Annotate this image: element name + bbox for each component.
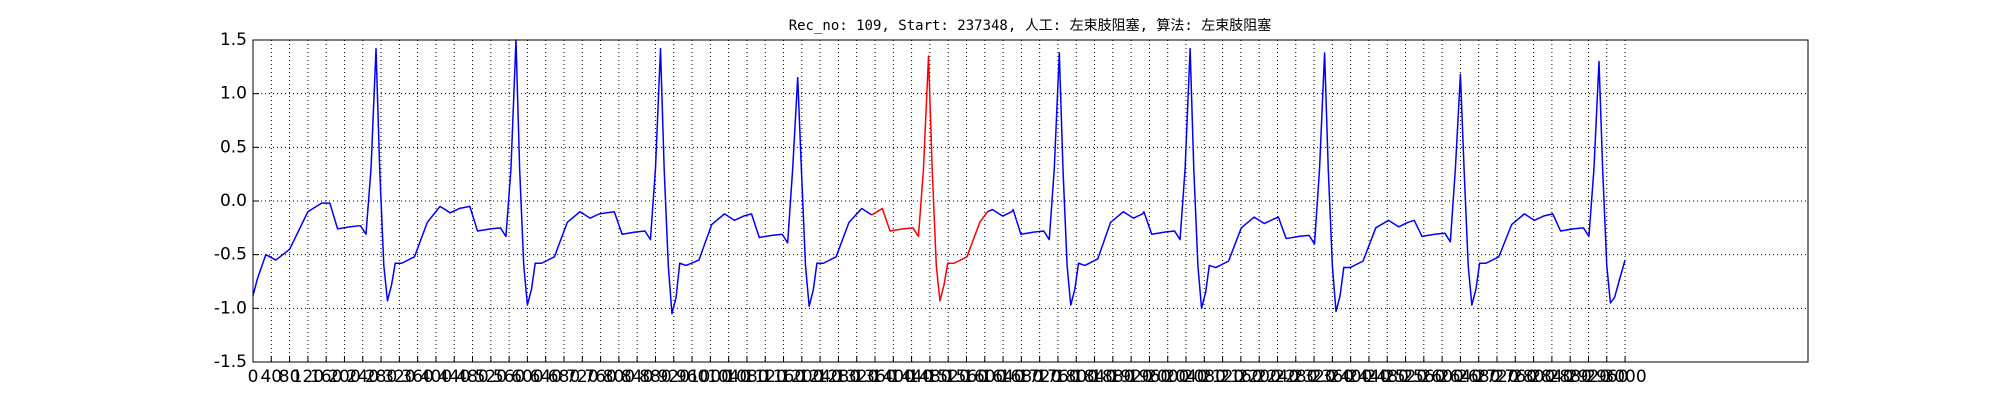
ecg-line [871, 55, 989, 302]
x-tick-label: 800 [603, 367, 635, 387]
x-tick-label: 1040 [707, 367, 750, 387]
x-tick-label: 840 [621, 367, 653, 387]
plot-frame [252, 39, 1809, 363]
x-tick-label: 1720 [1018, 367, 1061, 387]
x-tick-label: 2800 [1512, 367, 1555, 387]
x-tick-label: 2000 [1146, 367, 1189, 387]
x-tick-label: 1920 [1109, 367, 1152, 387]
x-tick-label: 2720 [1475, 367, 1518, 387]
x-tick-label: 240 [347, 367, 379, 387]
x-tick-label: 2680 [1457, 367, 1500, 387]
x-tick-label: 1000 [689, 367, 732, 387]
x-tick-label: 0 [248, 367, 259, 387]
x-tick-label: 1360 [853, 367, 896, 387]
x-tick-label: 2160 [1219, 367, 1262, 387]
x-tick-label: 1840 [1073, 367, 1116, 387]
x-tick-label: 2920 [1567, 367, 1610, 387]
x-tick-label: 1200 [780, 367, 823, 387]
x-tick-label: 3000 [1603, 367, 1646, 387]
chart-title: Rec_no: 109, Start: 237348, 人工: 左束肢阻塞, 算… [789, 17, 1272, 34]
x-tick-label: 280 [365, 367, 397, 387]
x-tick-label: 120 [292, 367, 324, 387]
x-tick-label: 2880 [1549, 367, 1592, 387]
x-tick-label: 2040 [1164, 367, 1207, 387]
x-tick-label: 2200 [1238, 367, 1281, 387]
ecg-line [252, 39, 873, 315]
x-tick-label: 2520 [1384, 367, 1427, 387]
x-tick-label: 320 [383, 367, 415, 387]
x-tick-label: 2240 [1256, 367, 1299, 387]
y-tick-label: 0.0 [220, 191, 247, 211]
x-tick-label: 2120 [1201, 367, 1244, 387]
x-tick-label: 1520 [927, 367, 970, 387]
x-tick-label: 960 [676, 367, 708, 387]
x-tick-label: 1120 [744, 367, 787, 387]
x-tick-label: 640 [529, 367, 561, 387]
x-tick-label: 720 [566, 367, 598, 387]
x-tick-label: 2320 [1292, 367, 1335, 387]
x-tick-label: 2080 [1183, 367, 1226, 387]
y-tick-label: 0.5 [220, 137, 247, 157]
x-tick-label: 1480 [908, 367, 951, 387]
x-tick-label: 1280 [817, 367, 860, 387]
x-tick-label: 2440 [1347, 367, 1390, 387]
y-tick-label: -0.5 [214, 245, 247, 265]
x-tick-label: 1960 [1128, 367, 1171, 387]
x-tick-label: 1880 [1091, 367, 1134, 387]
x-tick-label: 560 [493, 367, 525, 387]
x-tick-label: 200 [328, 367, 360, 387]
x-tick-label: 2480 [1366, 367, 1409, 387]
x-tick-label: 400 [420, 367, 452, 387]
x-tick-label: 40 [260, 367, 282, 387]
ecg-line [987, 47, 1626, 313]
x-tick-label: 1680 [1000, 367, 1043, 387]
x-tick-label: 1080 [725, 367, 768, 387]
x-tick-label: 2360 [1311, 367, 1354, 387]
x-tick-label: 1760 [1036, 367, 1079, 387]
y-tick-label: -1.0 [214, 298, 247, 318]
x-tick-label: 1600 [963, 367, 1006, 387]
x-tick-label: 600 [511, 367, 543, 387]
x-tick-label: 680 [548, 367, 580, 387]
x-tick-label: 520 [475, 367, 507, 387]
x-tick-label: 880 [639, 367, 671, 387]
x-tick-label: 2960 [1585, 367, 1628, 387]
x-tick-label: 1240 [798, 367, 841, 387]
x-tick-label: 1800 [1055, 367, 1098, 387]
x-tick-label: 480 [456, 367, 488, 387]
x-tick-label: 920 [658, 367, 690, 387]
x-tick-label: 2600 [1420, 367, 1463, 387]
x-tick-label: 1320 [835, 367, 878, 387]
x-tick-label: 1160 [762, 367, 805, 387]
x-tick-label: 160 [310, 367, 342, 387]
y-tick-label: 1.0 [220, 84, 247, 104]
x-tick-label: 760 [584, 367, 616, 387]
x-tick-label: 2640 [1439, 367, 1482, 387]
x-tick-label: 360 [401, 367, 433, 387]
x-tick-label: 1440 [890, 367, 933, 387]
y-tick-label: 1.5 [220, 30, 247, 50]
x-tick-label: 80 [279, 367, 301, 387]
x-tick-label: 1400 [872, 367, 915, 387]
x-tick-label: 2760 [1494, 367, 1537, 387]
x-tick-label: 1560 [945, 367, 988, 387]
x-tick-label: 2560 [1402, 367, 1445, 387]
x-tick-label: 2280 [1274, 367, 1317, 387]
y-tick-label: -1.5 [214, 352, 247, 372]
x-tick-label: 2400 [1329, 367, 1372, 387]
x-tick-label: 2840 [1530, 367, 1573, 387]
x-tick-label: 440 [438, 367, 470, 387]
x-tick-label: 1640 [981, 367, 1024, 387]
